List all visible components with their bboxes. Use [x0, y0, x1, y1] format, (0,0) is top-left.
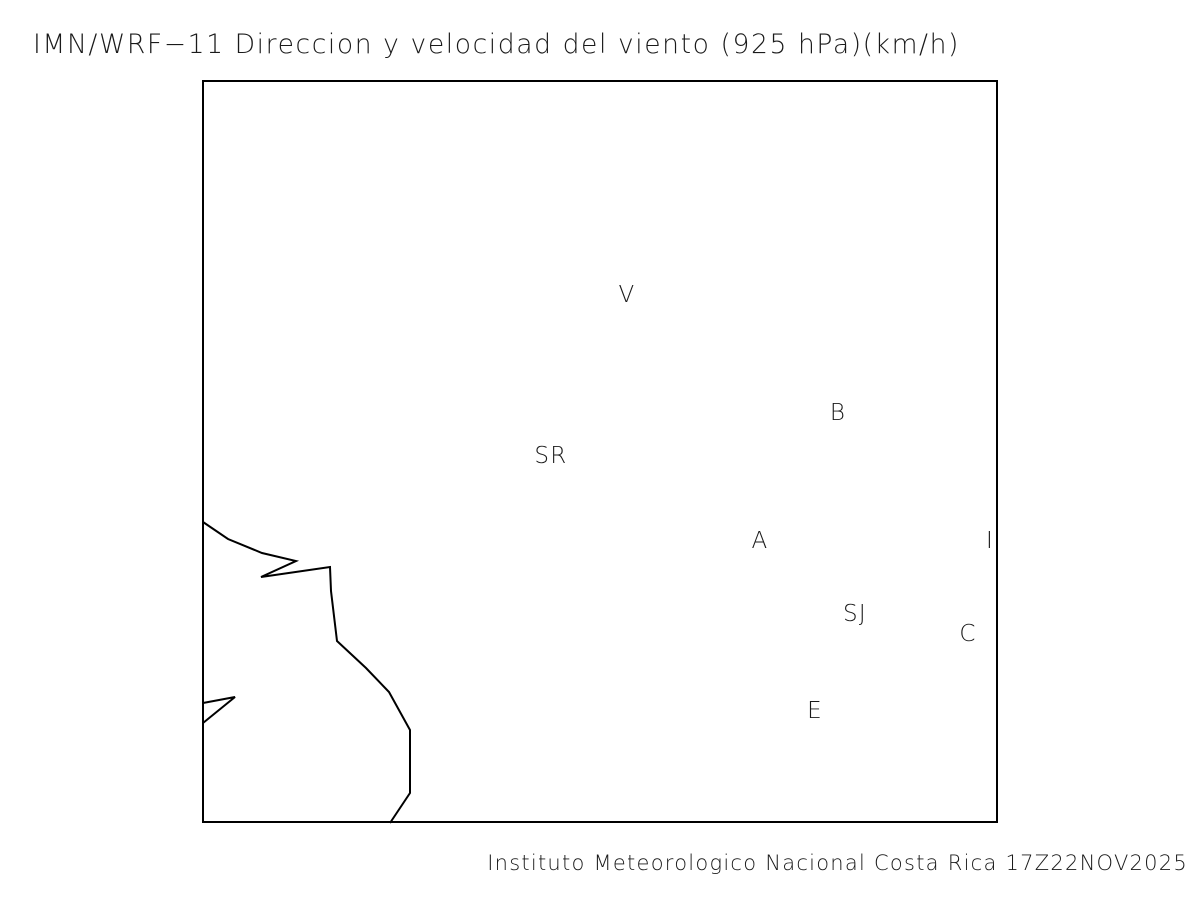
- page-title: IMN/WRF−11 Direccion y velocidad del vie…: [33, 29, 960, 60]
- station-label-a: A: [751, 528, 769, 554]
- footer-attribution: Instituto Meteorologico Nacional Costa R…: [487, 851, 1188, 875]
- station-label-c: C: [959, 621, 977, 647]
- station-label-sj: SJ: [843, 601, 867, 627]
- station-label-v: V: [618, 282, 636, 308]
- station-label-b: B: [829, 400, 847, 426]
- map-plot-frame: [202, 80, 998, 823]
- station-label-e: E: [807, 698, 823, 724]
- station-label-i: I: [985, 528, 995, 554]
- station-label-sr: SR: [534, 443, 568, 469]
